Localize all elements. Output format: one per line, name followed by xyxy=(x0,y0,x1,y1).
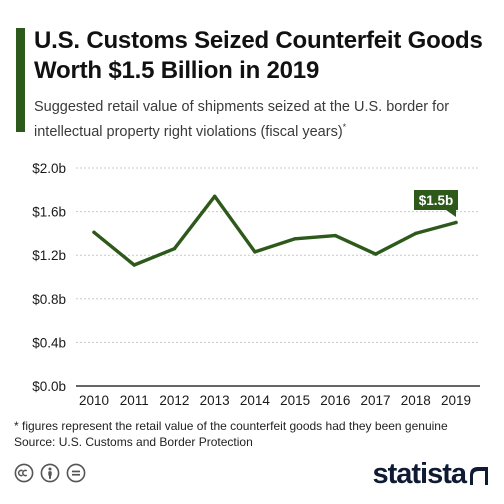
subtitle-footnote-mark: * xyxy=(342,122,347,132)
data-point xyxy=(172,246,177,251)
y-tick-label: $0.0b xyxy=(32,379,66,394)
y-tick-label: $2.0b xyxy=(32,161,66,176)
title-accent-bar xyxy=(16,28,25,132)
data-point xyxy=(293,237,297,241)
creative-commons-icon[interactable] xyxy=(14,463,34,483)
x-tick-label: 2014 xyxy=(240,393,271,408)
data-point xyxy=(253,250,257,254)
data-point xyxy=(333,233,338,238)
brand-wordmark: statista xyxy=(372,458,467,490)
callout-label: $1.5b xyxy=(419,193,454,208)
y-tick-label: $1.2b xyxy=(32,248,66,263)
data-point xyxy=(212,194,217,199)
x-tick-label: 2013 xyxy=(200,393,230,408)
x-tick-label: 2015 xyxy=(280,393,310,408)
x-tick-label: 2011 xyxy=(120,393,149,408)
y-tick-label: $0.4b xyxy=(32,335,66,350)
data-point xyxy=(454,220,458,225)
data-point xyxy=(414,231,418,236)
x-tick-label: 2010 xyxy=(79,393,109,408)
chart-title: U.S. Customs Seized Counterfeit Goods Wo… xyxy=(34,27,483,84)
series-line xyxy=(92,194,458,267)
callout-pointer xyxy=(446,210,456,217)
statista-logo-icon xyxy=(470,463,488,485)
no-derivatives-icon[interactable] xyxy=(66,463,86,483)
chart-subtitle: Suggested retail value of shipments seiz… xyxy=(34,97,500,142)
x-tick-label: 2019 xyxy=(441,393,471,408)
data-point xyxy=(373,252,378,256)
footnote: * figures represent the retail value of … xyxy=(14,419,448,433)
x-tick-label: 2016 xyxy=(320,393,350,408)
x-tick-label: 2012 xyxy=(159,393,189,408)
data-point xyxy=(132,263,136,267)
attribution-icon[interactable] xyxy=(40,463,60,483)
brand-logo[interactable]: statista xyxy=(372,458,490,490)
callout-box xyxy=(414,190,458,210)
y-tick-label: $0.8b xyxy=(32,292,66,307)
line-chart: $0.0b $0.4b $0.8b $1.2b $1.6b $2.0b 2010 2011 20… xyxy=(32,161,480,408)
source-note: Source: U.S. Customs and Border Protecti… xyxy=(14,435,253,449)
data-point xyxy=(92,230,96,235)
x-tick-label: 2018 xyxy=(401,393,431,408)
x-tick-label: 2017 xyxy=(361,393,391,408)
license-icons xyxy=(14,463,86,483)
subtitle-text: Suggested retail value of shipments seiz… xyxy=(34,99,450,140)
y-tick-label: $1.6b xyxy=(32,205,66,220)
